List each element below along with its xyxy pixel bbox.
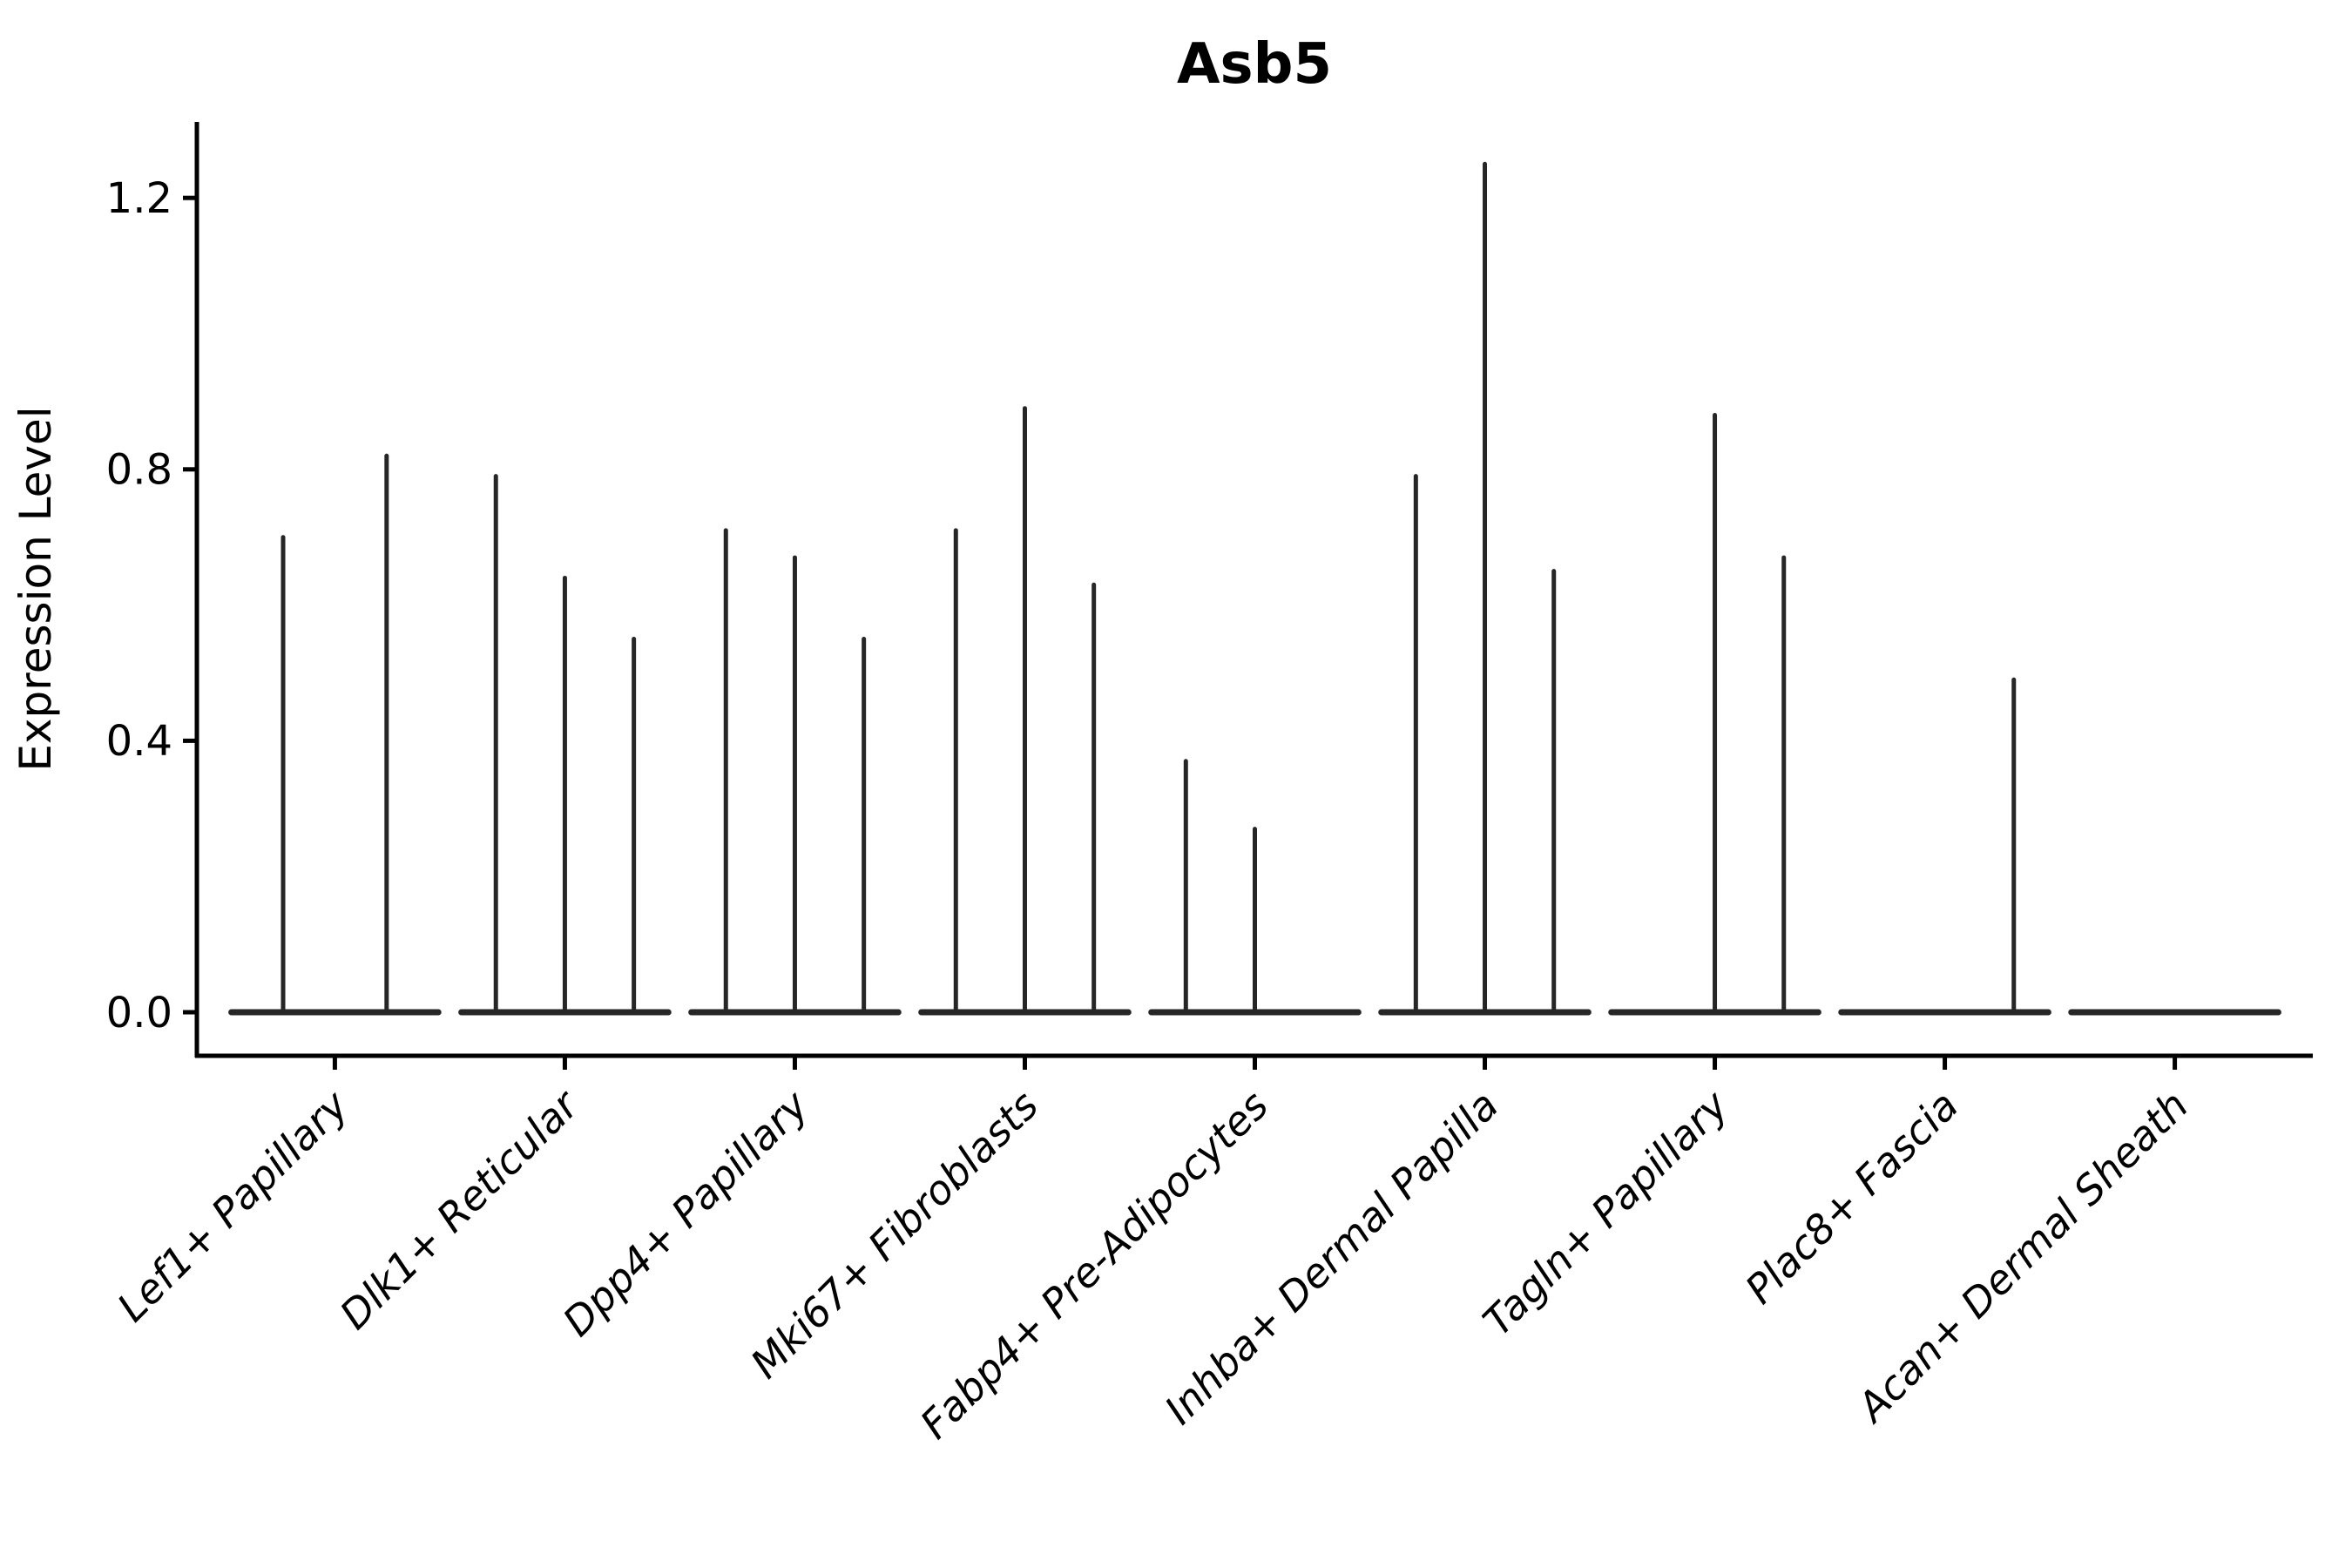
x-tick-label: Tagln+ Papillary <box>1474 1081 1738 1345</box>
y-tick-label: 1.2 <box>106 174 172 223</box>
x-tick-label: Dpp4+ Papillary <box>554 1081 818 1345</box>
chart-title: Asb5 <box>1177 32 1332 97</box>
x-tick-label: Plac8+ Fascia <box>1736 1082 1967 1313</box>
y-tick-label: 0.8 <box>106 446 172 495</box>
y-tick-label: 0.4 <box>106 717 172 766</box>
x-tick-label: Lef1+ Papillary <box>108 1081 357 1330</box>
y-tick-label: 0.0 <box>106 989 172 1037</box>
x-tick-label: Dlk1+ Reticular <box>331 1079 590 1338</box>
y-axis-label: Expression Level <box>10 406 61 771</box>
